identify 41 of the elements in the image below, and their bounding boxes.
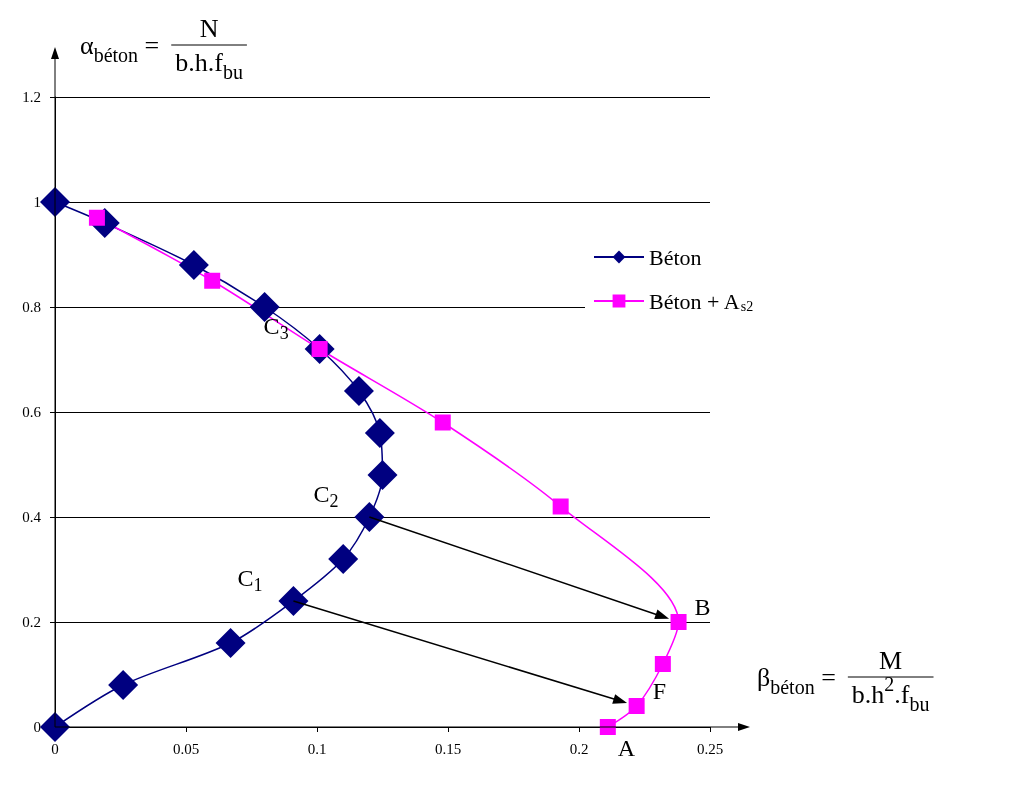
x-tick-label: 0.05 xyxy=(172,740,200,757)
x-tick-label: 0.15 xyxy=(434,740,462,757)
y-tick-label: 0.6 xyxy=(22,404,42,420)
point xyxy=(367,460,398,490)
text: M xyxy=(879,646,903,675)
point xyxy=(670,614,687,630)
annotation: A xyxy=(617,735,636,762)
point xyxy=(552,498,569,515)
point xyxy=(215,628,246,658)
annotation: B xyxy=(694,594,711,621)
point xyxy=(354,502,385,532)
legend-label: Béton xyxy=(649,244,702,270)
legend-label: Béton + As2 xyxy=(649,288,754,314)
x-tick-label: 0 xyxy=(51,740,59,757)
annotation: C$_{3}$ xyxy=(263,313,289,344)
point xyxy=(204,272,221,289)
y-tick-label: 1.2 xyxy=(22,89,41,105)
y-tick-label: 0.4 xyxy=(22,509,42,525)
point xyxy=(178,250,209,280)
y-tick-label: 0.8 xyxy=(22,299,41,315)
point xyxy=(88,209,105,226)
point xyxy=(40,712,70,742)
point xyxy=(278,586,309,616)
point xyxy=(343,376,374,406)
annotation: C$_{2}$ xyxy=(313,481,339,512)
y-tick-label: 1 xyxy=(33,194,41,210)
y-tick-label: 0 xyxy=(33,719,41,735)
point xyxy=(108,670,139,700)
annotation: F xyxy=(652,678,666,705)
x-tick-label: 0.1 xyxy=(307,740,327,757)
point xyxy=(328,544,359,574)
x-tick-label: 0.25 xyxy=(696,740,724,757)
text: N xyxy=(199,14,219,43)
point xyxy=(434,414,451,431)
y-tick-label: 0.2 xyxy=(22,614,41,630)
x-tick-label: 0.2 xyxy=(569,740,589,757)
annotation: C$_{1}$ xyxy=(237,565,263,596)
point xyxy=(628,698,645,714)
point xyxy=(40,187,70,217)
point xyxy=(364,418,395,448)
point xyxy=(654,656,671,672)
